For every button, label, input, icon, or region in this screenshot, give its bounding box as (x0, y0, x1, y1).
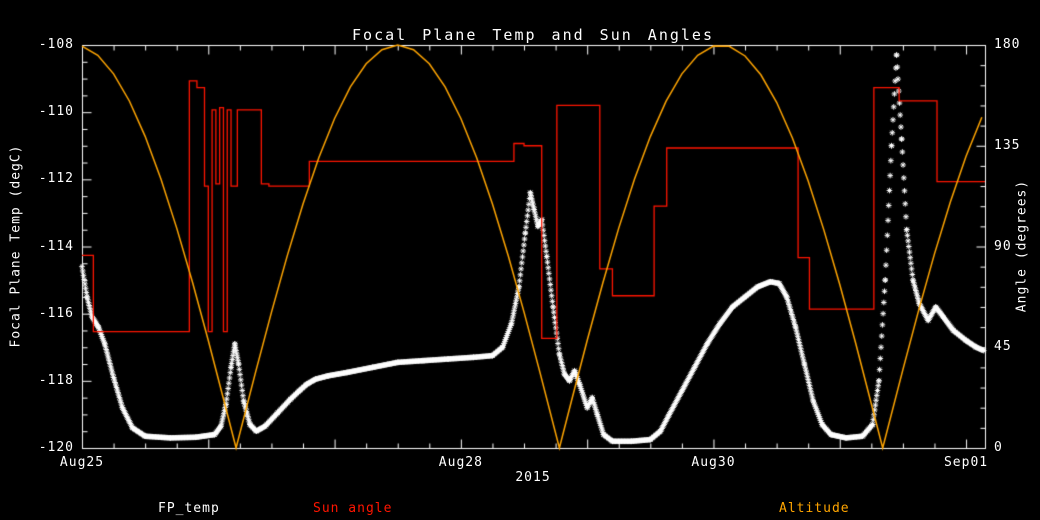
right-tick-label: 90 (994, 238, 1012, 254)
x-tick-label: Sep01 (943, 455, 989, 470)
right-tick-label: 135 (994, 137, 1021, 153)
legend-sun-angle: Sun angle (313, 501, 393, 516)
left-tick-label: -108 (38, 37, 74, 52)
left-tick-label: -114 (38, 238, 74, 254)
legend-altitude: Altitude (779, 501, 850, 516)
chart-title: Focal Plane Temp and Sun Angles (352, 26, 714, 44)
legend-fp-temp: FP_temp (158, 501, 220, 516)
right-tick-label: 180 (994, 37, 1021, 52)
x-tick-label: Aug28 (438, 455, 483, 470)
x-tick-label: Aug25 (59, 455, 105, 470)
x-axis-title: 2015 (515, 470, 551, 485)
left-tick-label: -112 (38, 171, 74, 187)
left-tick-label: -118 (38, 372, 74, 388)
x-tick-label: Aug30 (691, 455, 736, 470)
left-tick-label: -116 (38, 305, 74, 321)
left-tick-label: -110 (38, 104, 74, 120)
chart-legend: FP_temp Sun angle Altitude (0, 501, 1040, 519)
left-tick-label: -120 (38, 440, 74, 455)
right-tick-label: 45 (994, 339, 1012, 355)
right-axis-title: Angle (degrees) (1014, 179, 1030, 313)
right-tick-label: 0 (994, 440, 1003, 455)
